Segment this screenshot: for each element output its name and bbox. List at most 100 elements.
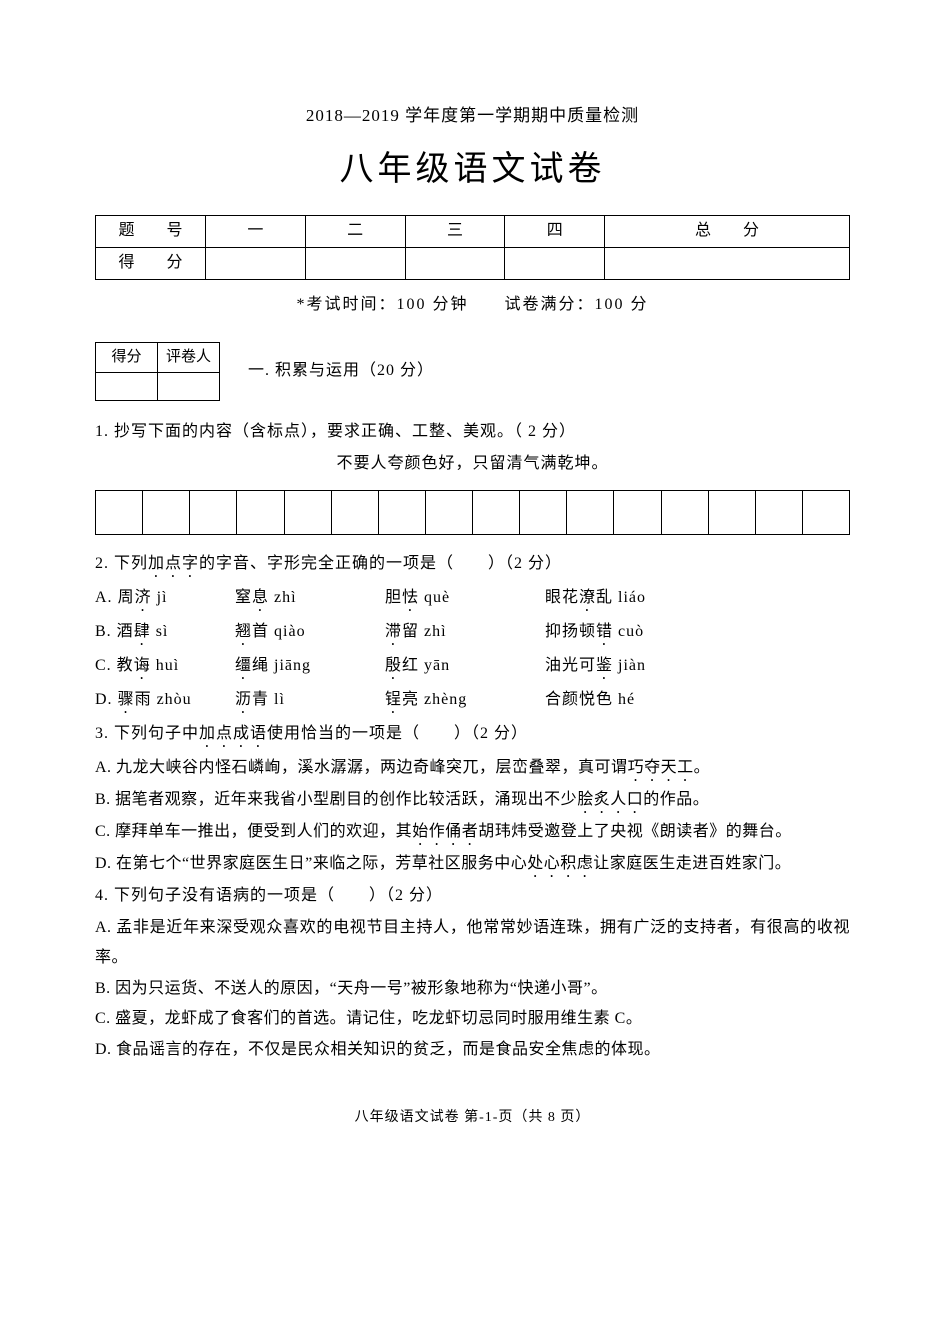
text: 的作品。 — [643, 791, 709, 808]
option-col: 合颜悦色 hé — [545, 685, 850, 717]
answer-box — [237, 490, 284, 534]
answer-box — [661, 490, 708, 534]
emphasis-text: 始作俑者 — [412, 823, 478, 840]
emphasis-text: 脍炙人口 — [577, 791, 643, 808]
option-col: 沥青 lì — [235, 685, 385, 717]
cell-blank — [305, 247, 405, 279]
q4-option-a: A. 孟非是近年来深受观众喜欢的电视节目主持人，他常常妙语连珠，拥有广泛的支持者… — [95, 913, 850, 974]
option-col: A. 周济 jì — [95, 583, 235, 615]
answer-box — [284, 490, 331, 534]
option-col: C. 教诲 huì — [95, 651, 235, 683]
option-col: 缰绳 jiāng — [235, 651, 385, 683]
q4-option-d: D. 食品谣言的存在，不仅是民众相关知识的贫乏，而是食品安全焦虑的体现。 — [95, 1035, 850, 1065]
exam-subtitle: 2018—2019 学年度第一学期期中质量检测 — [95, 100, 850, 132]
emphasis-text: 滞 — [385, 623, 402, 640]
q1-source-line: 不要人夸颜色好，只留清气满乾坤。 — [95, 449, 850, 479]
q2-option: D. 骤雨 zhòu沥青 lì锃亮 zhèng合颜悦色 hé — [95, 685, 850, 717]
text: 3. 下列句子中 — [95, 725, 199, 742]
q1-stem: 1. 抄写下面的内容（含标点），要求正确、工整、美观。（ 2 分） — [95, 417, 850, 447]
emphasis-text: 处心积虑 — [527, 855, 593, 872]
emphasis-text: 巧夺天工 — [628, 759, 694, 776]
option-col: 胆怯 què — [385, 583, 545, 615]
emphasis-text: 潦 — [579, 589, 596, 606]
option-col: 抑扬顿错 cuò — [545, 617, 850, 649]
cell-blank — [505, 247, 605, 279]
cell-blank — [405, 247, 505, 279]
q3-option-d: D. 在第七个“世界家庭医生日”来临之际，芳草社区服务中心处心积虑让家庭医生走进… — [95, 849, 850, 881]
text: 。 — [694, 759, 711, 776]
q4-stem: 4. 下列句子没有语病的一项是（ ）（2 分） — [95, 881, 850, 911]
cell-blank — [158, 372, 220, 400]
answer-box — [96, 490, 143, 534]
emphasis-text: 殷 — [385, 657, 402, 674]
cell: 得分 — [96, 343, 158, 373]
answer-box — [143, 490, 190, 534]
cell-blank — [605, 247, 850, 279]
text: 胡玮炜受邀登上了央视《朗读者》的舞台。 — [478, 823, 792, 840]
score-summary-table: 题 号 一 二 三 四 总 分 得 分 — [95, 215, 850, 280]
emphasis-text: 锃 — [385, 691, 402, 708]
q3-option-b: B. 据笔者观察，近年来我省小型剧目的创作比较活跃，涌现出不少脍炙人口的作品。 — [95, 785, 850, 817]
q3-stem: 3. 下列句子中加点成语使用恰当的一项是（ ）（2 分） — [95, 719, 850, 751]
answer-box — [708, 490, 755, 534]
text: D. 在第七个“世界家庭医生日”来临之际，芳草社区服务中心 — [95, 855, 527, 872]
page-footer: 八年级语文试卷 第-1-页（共 8 页） — [95, 1105, 850, 1132]
q4-option-b: B. 因为只运货、不送人的原因，“天舟一号”被形象地称为“快递小哥”。 — [95, 974, 850, 1004]
cell: 总 分 — [605, 215, 850, 247]
cell-blank — [206, 247, 306, 279]
q2-option: C. 教诲 huì缰绳 jiāng殷红 yān油光可鉴 jiàn — [95, 651, 850, 683]
answer-box — [378, 490, 425, 534]
answer-box — [520, 490, 567, 534]
emphasis-text: 加点成语 — [199, 725, 267, 742]
option-col: 殷红 yān — [385, 651, 545, 683]
q3-option-a: A. 九龙大峡谷内怪石嶙峋，溪水潺潺，两边奇峰突兀，层峦叠翠，真可谓巧夺天工。 — [95, 753, 850, 785]
exam-main-title: 八年级语文试卷 — [95, 138, 850, 203]
emphasis-text: 济 — [135, 589, 152, 606]
q2-stem: 2. 下列加点字的字音、字形完全正确的一项是（ ）（2 分） — [95, 549, 850, 581]
emphasis-text: 诲 — [134, 657, 151, 674]
section-header-row: 得分 评卷人 一. 积累与运用（20 分） — [95, 342, 850, 401]
answer-box — [425, 490, 472, 534]
grader-table: 得分 评卷人 — [95, 342, 220, 401]
text: 的字音、字形完全正确的一项是（ ）（2 分） — [199, 555, 562, 572]
emphasis-text: 息 — [252, 589, 269, 606]
cell: 四 — [505, 215, 605, 247]
answer-box — [755, 490, 802, 534]
answer-box — [190, 490, 237, 534]
option-col: 眼花潦乱 liáo — [545, 583, 850, 615]
option-col: 滞留 zhì — [385, 617, 545, 649]
emphasis-text: 沥 — [235, 691, 252, 708]
text: 2. 下列 — [95, 555, 148, 572]
cell: 一 — [206, 215, 306, 247]
q1-answer-boxes — [95, 490, 850, 535]
text: 使用恰当的一项是（ ）（2 分） — [267, 725, 528, 742]
cell-row-header: 得 分 — [96, 247, 206, 279]
section-title: 一. 积累与运用（20 分） — [248, 356, 434, 386]
emphasis-text: 加点字 — [148, 555, 199, 572]
answer-box — [567, 490, 614, 534]
cell-blank — [96, 372, 158, 400]
table-row: 得 分 — [96, 247, 850, 279]
table-row — [96, 490, 850, 534]
answer-box — [331, 490, 378, 534]
text: C. 摩拜单车一推出，便受到人们的欢迎，其 — [95, 823, 412, 840]
exam-meta: *考试时间：100 分钟 试卷满分：100 分 — [95, 290, 850, 320]
option-col: D. 骤雨 zhòu — [95, 685, 235, 717]
cell: 二 — [305, 215, 405, 247]
q2-option: A. 周济 jì窒息 zhì胆怯 què眼花潦乱 liáo — [95, 583, 850, 615]
table-row: 题 号 一 二 三 四 总 分 — [96, 215, 850, 247]
cell-row-header: 题 号 — [96, 215, 206, 247]
answer-box — [473, 490, 520, 534]
emphasis-text: 缰 — [235, 657, 252, 674]
cell: 三 — [405, 215, 505, 247]
option-col: 锃亮 zhèng — [385, 685, 545, 717]
q3-option-c: C. 摩拜单车一推出，便受到人们的欢迎，其始作俑者胡玮炜受邀登上了央视《朗读者》… — [95, 817, 850, 849]
q2-option: B. 酒肆 sì翘首 qiào滞留 zhì抑扬顿错 cuò — [95, 617, 850, 649]
answer-box — [802, 490, 849, 534]
text: 让家庭医生走进百姓家门。 — [593, 855, 791, 872]
emphasis-text: 翘 — [235, 623, 252, 640]
option-col: 油光可鉴 jiàn — [545, 651, 850, 683]
q4-option-c: C. 盛夏，龙虾成了食客们的首选。请记住，吃龙虾切忌同时服用维生素 C。 — [95, 1004, 850, 1034]
emphasis-text: 错 — [596, 623, 613, 640]
emphasis-text: 怯 — [402, 589, 419, 606]
